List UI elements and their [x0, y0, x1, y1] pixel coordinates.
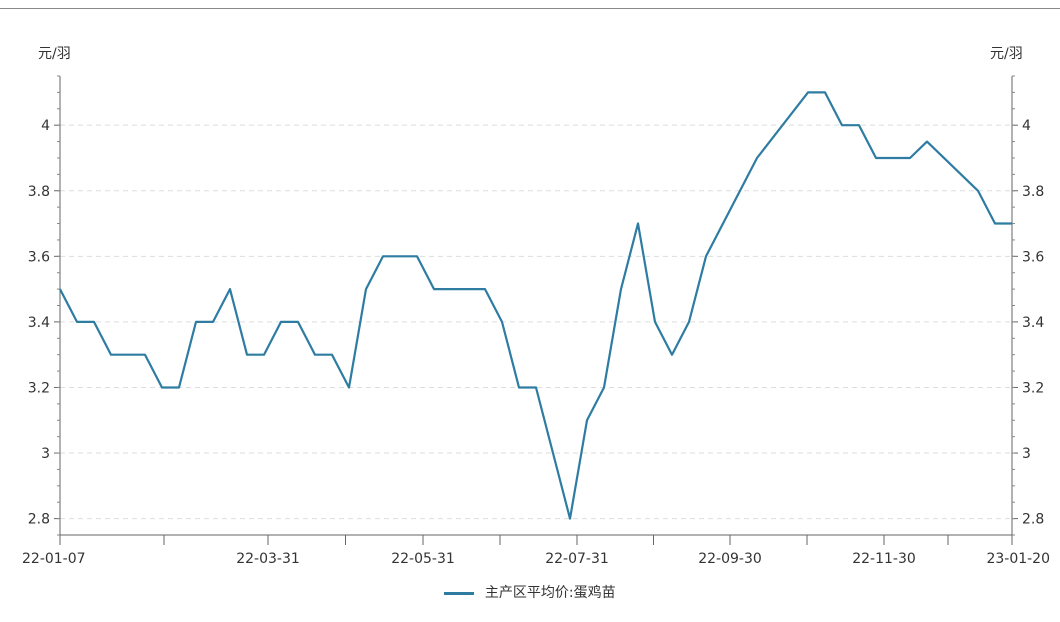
y-tick-label-right: 3 — [1022, 446, 1031, 462]
y-tick-label-left: 3 — [41, 446, 50, 462]
y-tick-label-right: 3.8 — [1022, 184, 1044, 200]
x-tick-label: 23-01-20 — [986, 551, 1050, 567]
y-tick-label-left: 4 — [41, 118, 50, 134]
top-rule — [0, 8, 1060, 9]
y-tick-label-right: 2.8 — [1022, 512, 1044, 528]
y-axis-left-unit: 元/羽 — [38, 46, 71, 62]
x-tick-label: 22-07-31 — [545, 551, 609, 567]
y-axis-right-labels: 2.8 3 3.2 3.4 3.6 3.8 4 — [1022, 118, 1044, 527]
series-layer — [59, 91, 1012, 520]
y-tick-label-left: 3.6 — [28, 249, 50, 265]
y-axis-left-labels: 2.8 3 3.2 3.4 3.6 3.8 4 — [28, 118, 50, 527]
y-tick-label-left: 3.8 — [28, 184, 50, 200]
x-axis-labels: 22-01-07 22-03-31 22-05-31 22-07-31 22-09-30… — [22, 551, 1050, 567]
y-tick-label-left: 2.8 — [28, 512, 50, 528]
x-tick-label: 22-09-30 — [698, 551, 762, 567]
y-tick-label-right: 3.6 — [1022, 249, 1044, 265]
x-tick-label: 22-03-31 — [236, 551, 300, 567]
x-tick-label: 22-11-30 — [852, 551, 916, 567]
y-axis-right-unit: 元/羽 — [990, 46, 1023, 62]
legend-swatch — [444, 591, 475, 595]
y-tick-label-left: 3.2 — [28, 380, 50, 396]
legend-label: 主产区平均价:蛋鸡苗 — [484, 585, 616, 601]
y-tick-label-right: 4 — [1022, 118, 1031, 134]
tick-marks — [54, 75, 1018, 545]
x-tick-label: 22-05-31 — [391, 551, 455, 567]
y-tick-label-left: 3.4 — [28, 315, 50, 331]
x-tick-label: 22-01-07 — [22, 551, 86, 567]
legend[interactable]: 主产区平均价:蛋鸡苗 — [0, 582, 1060, 602]
y-tick-label-right: 3.2 — [1022, 380, 1044, 396]
y-tick-label-right: 3.4 — [1022, 315, 1044, 331]
series-line — [59, 91, 1012, 520]
